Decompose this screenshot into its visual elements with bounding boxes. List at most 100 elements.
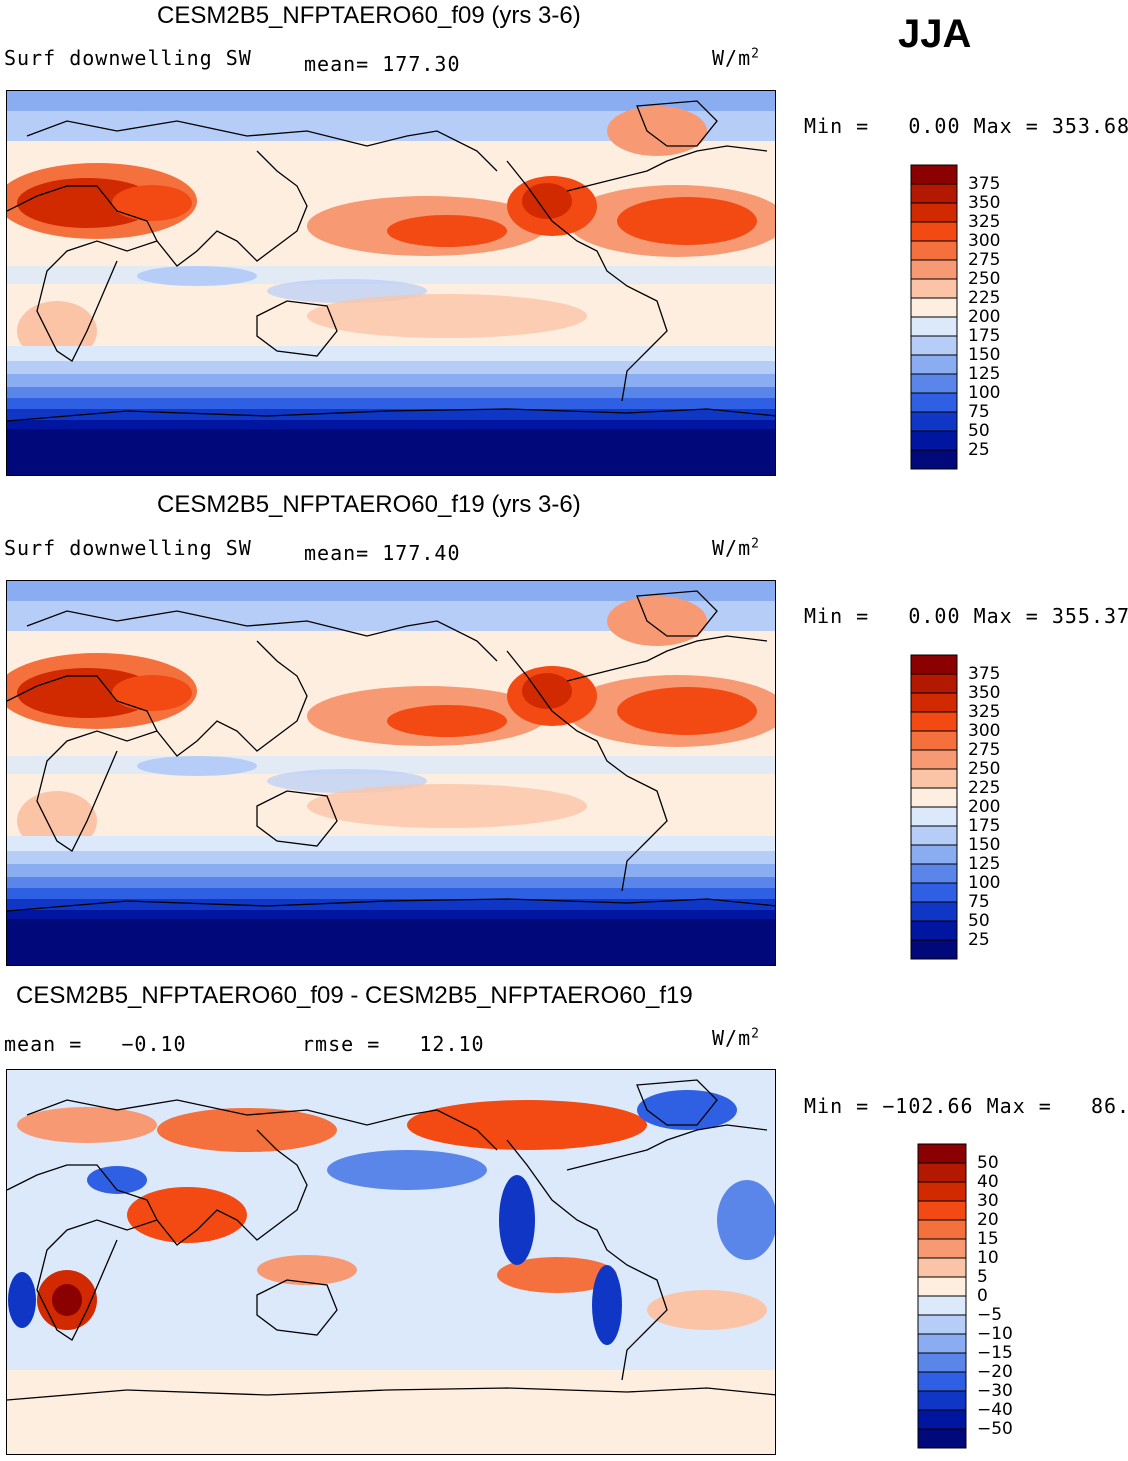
panel3-units-exp: 2	[751, 1026, 760, 1042]
colorbar-swatch	[917, 1352, 967, 1373]
panel3-mean-value: −0.10	[121, 1032, 187, 1056]
colorbar-tick-label: 250	[968, 759, 1001, 779]
panel3-map	[6, 1069, 776, 1455]
panel1-units-base: W/m	[712, 46, 752, 70]
colorbar-swatch	[917, 1143, 967, 1164]
colorbar-tick-label: 10	[977, 1248, 999, 1268]
panel3-units-base: W/m	[712, 1026, 752, 1050]
colorbar-swatch	[910, 939, 958, 960]
colorbar-swatch	[917, 1276, 967, 1297]
colorbar-swatch	[910, 449, 958, 470]
colorbar-tick-label: 350	[968, 683, 1001, 703]
panel3-map-svg	[7, 1070, 775, 1454]
colorbar-swatch	[910, 373, 958, 394]
colorbar-tick-label: 25	[968, 440, 990, 460]
colorbar-swatch	[910, 711, 958, 732]
colorbar-tick-label: 150	[968, 345, 1001, 365]
panel3-units: W/m2	[712, 1026, 760, 1050]
colorbar-swatch	[917, 1333, 967, 1354]
colorbar-swatch	[917, 1295, 967, 1316]
panel1-mean-value: 177.30	[382, 52, 461, 76]
colorbar-svg	[910, 164, 958, 470]
colorbar-tick-label: 50	[968, 421, 990, 441]
colorbar-tick-label: 300	[968, 231, 1001, 251]
colorbar-swatch	[917, 1314, 967, 1335]
panel2-map-svg	[7, 581, 775, 965]
colorbar-tick-label: 100	[968, 383, 1001, 403]
colorbar-tick-label: −10	[977, 1324, 1013, 1344]
panel2-min-value: 0.00	[908, 604, 961, 628]
panel2-colorbar: 375 350 325 300 275 250 225 200 175 150 125 100 75 50…	[910, 654, 1000, 965]
colorbar-tick-label: 15	[977, 1229, 999, 1249]
panel2-mean-label: mean= 177.40	[304, 541, 461, 565]
colorbar-swatch	[910, 183, 958, 204]
colorbar-swatch	[910, 768, 958, 789]
panel1-colorbar: 375 350 325 300 275 250 225 200 175 150 125 100 75 50…	[910, 164, 1000, 475]
panel1-map	[6, 90, 776, 476]
panel2-min-label: Min =	[804, 604, 870, 628]
colorbar-tick-label: 75	[968, 892, 990, 912]
colorbar-swatch	[910, 901, 958, 922]
panel1-title: CESM2B5_NFPTAERO60_f09 (yrs 3-6)	[157, 2, 581, 29]
panel2-units-base: W/m	[712, 536, 752, 560]
panel3-rmse: rmse = 12.10	[302, 1032, 485, 1056]
panel2-mean-value: 177.40	[382, 541, 461, 565]
colorbar-tick-label: 375	[968, 174, 1001, 194]
colorbar-swatch	[910, 297, 958, 318]
colorbar-swatch	[910, 654, 958, 675]
colorbar-tick-label: −40	[977, 1400, 1013, 1420]
panel2-variable-label: Surf downwelling SW	[4, 536, 252, 560]
colorbar-swatch	[910, 335, 958, 356]
colorbar-tick-label: 150	[968, 835, 1001, 855]
colorbar-tick-label: −5	[977, 1305, 1003, 1325]
colorbar-swatch	[917, 1200, 967, 1221]
colorbar-tick-label: 250	[968, 269, 1001, 289]
colorbar-tick-label: 30	[977, 1191, 999, 1211]
colorbar-tick-label: 20	[977, 1210, 999, 1230]
panel1-min-value: 0.00	[908, 114, 961, 138]
colorbar-svg	[917, 1143, 967, 1449]
colorbar-tick-label: 50	[968, 911, 990, 931]
panel3-min-value: −102.66	[882, 1094, 974, 1118]
colorbar-swatch	[910, 430, 958, 451]
colorbar-tick-label: 325	[968, 212, 1001, 232]
colorbar-swatch	[910, 221, 958, 242]
colorbar-swatch	[917, 1238, 967, 1259]
colorbar-tick-label: 175	[968, 326, 1001, 346]
colorbar-tick-label: 225	[968, 778, 1001, 798]
colorbar-tick-label: −30	[977, 1381, 1013, 1401]
colorbar-swatch	[910, 164, 958, 185]
panel3-rmse-label: rmse =	[302, 1032, 381, 1056]
colorbar-swatch	[910, 863, 958, 884]
colorbar-tick-label: 200	[968, 797, 1001, 817]
panel1-minmax: Min = 0.00 Max = 353.68	[804, 114, 1128, 138]
colorbar-swatch	[910, 825, 958, 846]
colorbar-swatch	[910, 730, 958, 751]
colorbar-swatch	[910, 202, 958, 223]
colorbar-tick-label: 0	[977, 1286, 988, 1306]
colorbar-swatch	[910, 392, 958, 413]
colorbar-tick-label: 300	[968, 721, 1001, 741]
panel1-mean-label: mean= 177.30	[304, 52, 461, 76]
colorbar-tick-label: 275	[968, 250, 1001, 270]
panel3-rmse-value: 12.10	[419, 1032, 485, 1056]
panel1-variable-label: Surf downwelling SW	[4, 46, 252, 70]
colorbar-swatch	[910, 692, 958, 713]
panel3-max-label: Max =	[986, 1094, 1052, 1118]
panel1-max-value: 353.68	[1051, 114, 1128, 138]
panel1-units-exp: 2	[751, 46, 760, 62]
panel3-title: CESM2B5_NFPTAERO60_f09 - CESM2B5_NFPTAER…	[16, 982, 693, 1009]
colorbar-swatch	[910, 278, 958, 299]
panel2-mean-text: mean=	[304, 541, 370, 565]
colorbar-tick-label: 25	[968, 930, 990, 950]
colorbar-swatch	[917, 1409, 967, 1430]
colorbar-swatch	[910, 806, 958, 827]
colorbar-swatch	[910, 787, 958, 808]
colorbar-tick-label: 175	[968, 816, 1001, 836]
colorbar-tick-label: 200	[968, 307, 1001, 327]
colorbar-tick-label: 275	[968, 740, 1001, 760]
colorbar-tick-label: 375	[968, 664, 1001, 684]
panel2-title: CESM2B5_NFPTAERO60_f19 (yrs 3-6)	[157, 491, 581, 518]
colorbar-swatch	[917, 1257, 967, 1278]
colorbar-tick-label: 40	[977, 1172, 999, 1192]
